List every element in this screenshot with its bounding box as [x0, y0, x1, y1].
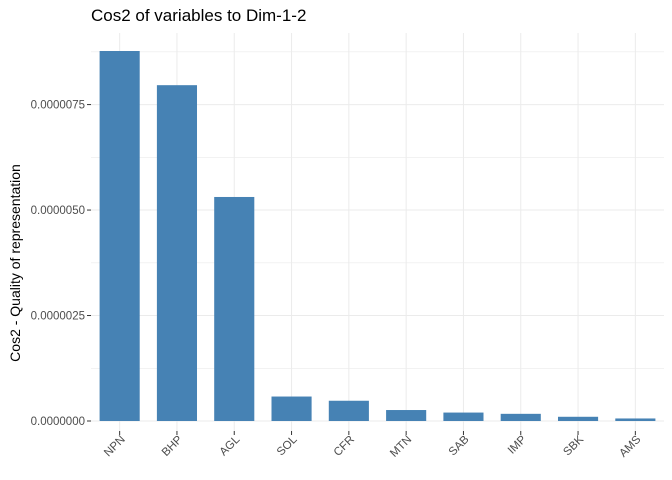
bar-imp	[500, 413, 541, 421]
bar-bhp	[156, 85, 198, 422]
bar-sab	[443, 412, 484, 421]
y-tick-label: 0.0000075	[31, 100, 85, 112]
y-tick-label: 0.0000000	[31, 416, 85, 428]
y-axis-title: Cos2 - Quality of representation	[7, 164, 23, 362]
y-axis-ticks: 0.0000000 0.0000025 0.0000050 0.0000075	[31, 100, 91, 428]
y-tick-label: 0.0000050	[31, 205, 85, 217]
bar-sbk	[557, 416, 599, 421]
y-tick-label: 0.0000025	[31, 311, 85, 323]
x-tick-label: BHP	[160, 433, 185, 458]
bar-cfr	[328, 400, 369, 421]
x-tick-label: SBK	[561, 433, 586, 458]
x-axis-ticks: NPN BHP AGL SOL CFR MTN SAB IMP SBK AMS	[102, 431, 644, 460]
x-tick-label: CFR	[332, 434, 357, 459]
bar-sol	[271, 396, 312, 421]
x-tick-label: AMS	[617, 433, 643, 459]
x-tick-label: AGL	[218, 433, 243, 458]
x-tick-label: SAB	[447, 433, 472, 458]
bar-npn	[99, 51, 140, 421]
bar-ams	[615, 418, 656, 421]
chart-title: Cos2 of variables to Dim-1-2	[91, 6, 307, 25]
x-tick-label: MTN	[388, 434, 414, 460]
bar-mtn	[386, 410, 427, 421]
x-tick-label: SOL	[275, 433, 300, 458]
bar-agl	[214, 196, 255, 421]
x-tick-label: NPN	[102, 434, 128, 460]
bars	[99, 51, 656, 422]
x-tick-label: IMP	[506, 433, 529, 456]
